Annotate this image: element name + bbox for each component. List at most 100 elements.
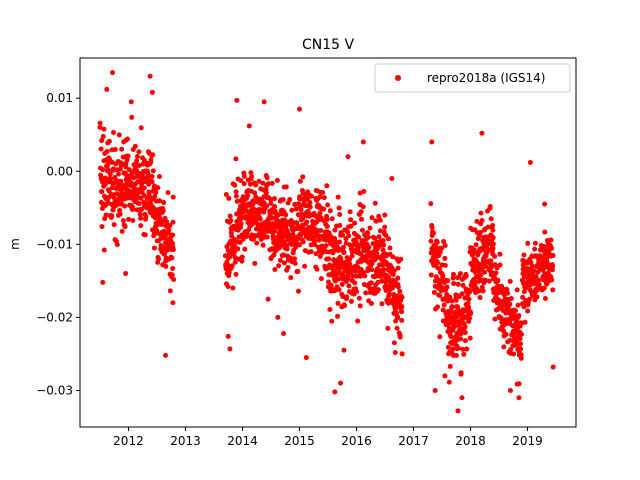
data-point [170, 247, 176, 253]
data-point [381, 266, 387, 272]
data-point [542, 229, 548, 235]
data-point [232, 182, 238, 188]
data-point [281, 252, 287, 258]
data-point [337, 239, 343, 245]
data-point [376, 213, 382, 219]
data-point [250, 198, 256, 204]
data-point [284, 246, 290, 252]
data-point [163, 263, 169, 269]
data-point [125, 153, 131, 159]
data-point [444, 284, 450, 290]
data-point [399, 317, 405, 323]
data-point [336, 287, 342, 293]
data-point [428, 272, 434, 278]
data-point [541, 285, 547, 291]
data-point [356, 234, 362, 240]
data-point [542, 295, 548, 301]
data-point [518, 331, 524, 337]
data-point [226, 269, 232, 275]
data-point [518, 355, 524, 361]
data-point [550, 253, 556, 258]
data-point [134, 153, 140, 159]
legend: repro2018a (IGS14) [374, 63, 571, 93]
data-point [435, 260, 441, 266]
data-point [507, 301, 513, 307]
data-point [97, 124, 103, 130]
data-point [103, 212, 109, 218]
data-point [391, 268, 397, 274]
data-point [346, 233, 352, 239]
data-point [246, 227, 252, 233]
data-point [393, 304, 399, 310]
data-point [161, 200, 167, 206]
data-point [312, 234, 318, 240]
data-point [170, 265, 176, 271]
data-point [241, 173, 247, 179]
data-point [399, 351, 405, 357]
data-point [525, 240, 531, 246]
data-point [342, 303, 348, 309]
data-point [320, 217, 326, 223]
data-point [428, 238, 434, 244]
data-point [383, 253, 389, 259]
data-point [131, 189, 137, 195]
data-point [540, 267, 546, 273]
data-point [122, 224, 128, 230]
data-point [369, 267, 375, 273]
data-point [348, 217, 354, 223]
data-point [527, 159, 533, 165]
data-point [446, 379, 452, 385]
data-point [272, 203, 278, 209]
data-point [155, 185, 161, 191]
data-point [447, 363, 453, 369]
data-point [339, 281, 345, 287]
data-point [444, 291, 450, 297]
data-point [356, 295, 362, 301]
data-point [292, 201, 298, 207]
data-point [265, 296, 271, 302]
data-point [503, 331, 509, 337]
data-point [154, 227, 160, 233]
data-point [367, 225, 373, 231]
data-point [128, 99, 134, 105]
data-point [518, 341, 524, 347]
data-point [99, 224, 105, 230]
data-point [352, 280, 358, 286]
data-point [107, 171, 113, 177]
data-point [486, 278, 492, 284]
data-point [239, 258, 245, 264]
data-point [516, 381, 522, 387]
data-point [233, 156, 239, 162]
data-point [149, 174, 155, 180]
data-point [511, 351, 517, 357]
data-point [452, 324, 458, 330]
data-point [507, 278, 513, 284]
data-point [317, 194, 323, 200]
data-point [385, 300, 391, 306]
data-point [300, 174, 306, 180]
data-point [385, 236, 391, 242]
data-point [450, 346, 456, 352]
data-point [348, 223, 354, 229]
data-point [150, 152, 156, 158]
data-point [252, 190, 258, 196]
data-point [516, 313, 522, 319]
y-tick-label: 0.01 [46, 91, 73, 105]
data-point [395, 284, 401, 290]
data-point [304, 219, 310, 225]
data-point [357, 303, 363, 309]
data-point [460, 282, 466, 288]
data-point [138, 207, 144, 213]
data-point [268, 197, 274, 203]
data-point [274, 177, 280, 183]
data-point [340, 232, 346, 238]
data-point [324, 223, 330, 229]
data-point [119, 146, 125, 152]
data-point [281, 330, 287, 336]
data-point [116, 171, 122, 177]
data-point [138, 223, 144, 229]
data-point [465, 300, 471, 306]
data-point [321, 206, 327, 212]
data-point [483, 277, 489, 283]
